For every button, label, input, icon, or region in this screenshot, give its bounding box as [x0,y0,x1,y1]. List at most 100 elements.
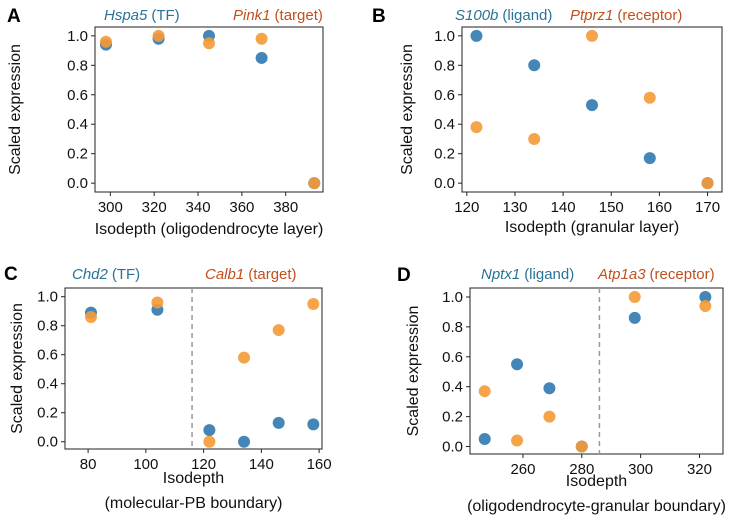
panel-b-point-blue [528,59,541,72]
panel-c-point-blue [272,416,285,429]
panel-c-xtick-label: 120 [191,456,216,473]
panel-b-ytick-label: 0.2 [434,146,455,163]
panel-a-xtick-label: 320 [142,199,167,216]
panel-a-title-left-gene: Hspa5 [104,7,148,24]
panel-a-title-right-role: (target) [275,7,323,24]
panel-c-point-blue [238,435,251,448]
panel-c-xtick-label: 140 [249,456,274,473]
panel-d-xtick-label: 300 [628,461,653,478]
panel-c-point-orange [307,297,320,310]
panel-d-ytick-label: 0.6 [442,349,463,366]
panel-b-xlabel-line-1: Isodepth (granular layer) [505,219,679,236]
panel-b-xtick-label: 150 [599,199,624,216]
panel-d: D Nptx1 (ligand) Atp1a3 (receptor) 260 280 300 3… [397,265,726,515]
panel-a-point-blue [255,51,268,64]
panel-b-xtick-label: 130 [502,199,527,216]
panel-d-point-orange [699,299,712,312]
panel-b-xtick-label: 170 [695,199,720,216]
panel-c-point-orange [238,351,251,364]
panel-b-point-orange [586,29,598,42]
panel-d-xtick-label: 260 [510,461,535,478]
panel-a-title-left-role: (TF) [151,7,179,24]
panel-d-point-blue [478,433,491,446]
panel-a-ylabel: Scaled expression [7,44,24,175]
panel-c-letter: C [4,264,18,285]
panel-a-ytick-label: 0.0 [67,175,88,192]
panel-d-xlabel-line-2: (oligodendrocyte-granular boundary) [467,498,726,515]
panel-d-xtick-label: 320 [687,461,712,478]
panel-c-xtick-label: 100 [133,456,158,473]
panel-b-point-blue [470,29,483,42]
panel-d-title-left: Nptx1 (ligand) [481,266,574,283]
panel-d-point-blue [628,311,641,324]
panel-a-point-orange [308,177,321,190]
panel-c-title-right: Calb1 (target) [205,266,297,283]
panel-d-point-orange [543,410,556,423]
panel-d-point-orange [628,290,641,303]
panel-b-ytick-label: 0.0 [434,175,455,192]
panel-a-point-orange [203,37,215,50]
panel-b-point-orange [528,132,541,145]
panel-b-point-orange [470,121,483,134]
panel-c-xlabel-line-1: Isodepth [163,470,224,487]
panel-b-title-right: Ptprz1 (receptor) [570,7,682,24]
panel-c-ytick-label: 1.0 [37,289,58,306]
panel-a-letter: A [7,6,21,27]
panel-c: C Chd2 (TF) Calb1 (target) 80 100 120 140 160 0.0 0… [4,264,332,512]
panel-b-ylabel: Scaled expression [399,44,416,175]
panel-c-title-left-gene: Chd2 [72,266,109,283]
panel-a-ytick-label: 0.8 [67,57,88,74]
panel-a-ytick-label: 1.0 [67,28,88,45]
panel-b-xtick-label: 120 [454,199,479,216]
panel-a-xtick-label: 300 [98,199,123,216]
panel-b-ytick-label: 1.0 [434,28,455,45]
panel-d-point-blue [511,358,524,371]
panel-b-point-blue [586,99,598,112]
panel-c-axes-frame [64,287,323,450]
panel-b-point-orange [643,91,656,104]
panel-b-axes-frame [461,26,723,193]
panel-a-ytick-label: 0.4 [67,116,88,133]
panel-d-ytick-label: 0.8 [442,319,463,336]
panel-c-ytick-label: 0.8 [37,318,58,335]
panel-c-ylabel: Scaled expression [9,303,26,434]
panel-c-xtick-label: 80 [80,456,97,473]
panel-b-title-right-role: (receptor) [617,7,682,24]
panel-a-point-orange [255,32,268,45]
panel-b-ytick-label: 0.4 [434,116,455,133]
panel-c-title-left-role: (TF) [112,266,140,283]
panel-b-point-blue [643,152,656,165]
panel-d-point-orange [511,434,524,447]
panel-c-point-orange [84,311,97,324]
panel-d-title-left-gene: Nptx1 [481,266,520,283]
panel-b-ytick-label: 0.8 [434,57,455,74]
panel-c-point-orange [203,435,216,448]
panel-c-title-left: Chd2 (TF) [72,266,140,283]
panel-a-xtick-label: 340 [186,199,211,216]
panel-a-xtick-label: 360 [229,199,254,216]
panel-a-ytick-label: 0.2 [67,146,88,163]
panel-d-point-orange [575,440,588,453]
panel-b-title-left: S100b (ligand) [455,7,552,24]
panel-d-xlabel-line-1: Isodepth [566,473,627,490]
panel-a-axes-frame [94,26,324,193]
panel-c-xtick-label: 160 [307,456,332,473]
panel-b-ytick-label: 0.6 [434,87,455,104]
panel-d-ytick-label: 0.4 [442,379,463,396]
panel-a-point-orange [152,29,165,42]
panel-a-title-right: Pink1 (target) [233,7,323,24]
panel-d-axes-frame [469,287,724,455]
panel-d-point-blue [699,290,712,303]
panel-a-ytick-label: 0.6 [67,87,88,104]
panel-a: A Hspa5 (TF) Pink1 (target) 300 320 340 360 380 0.… [7,6,324,238]
panel-c-point-orange [272,324,285,337]
panel-d-point-blue [543,382,556,395]
panel-b-title-left-role: (ligand) [502,7,552,24]
panel-c-point-orange [151,296,164,309]
panel-c-point-blue [203,424,216,437]
panel-d-ytick-label: 0.2 [442,409,463,426]
panel-c-ytick-label: 0.2 [37,405,58,422]
panel-d-ytick-label: 0.0 [442,439,463,456]
panel-b-point-orange [701,177,714,190]
panel-c-title-right-role: (target) [248,266,296,283]
